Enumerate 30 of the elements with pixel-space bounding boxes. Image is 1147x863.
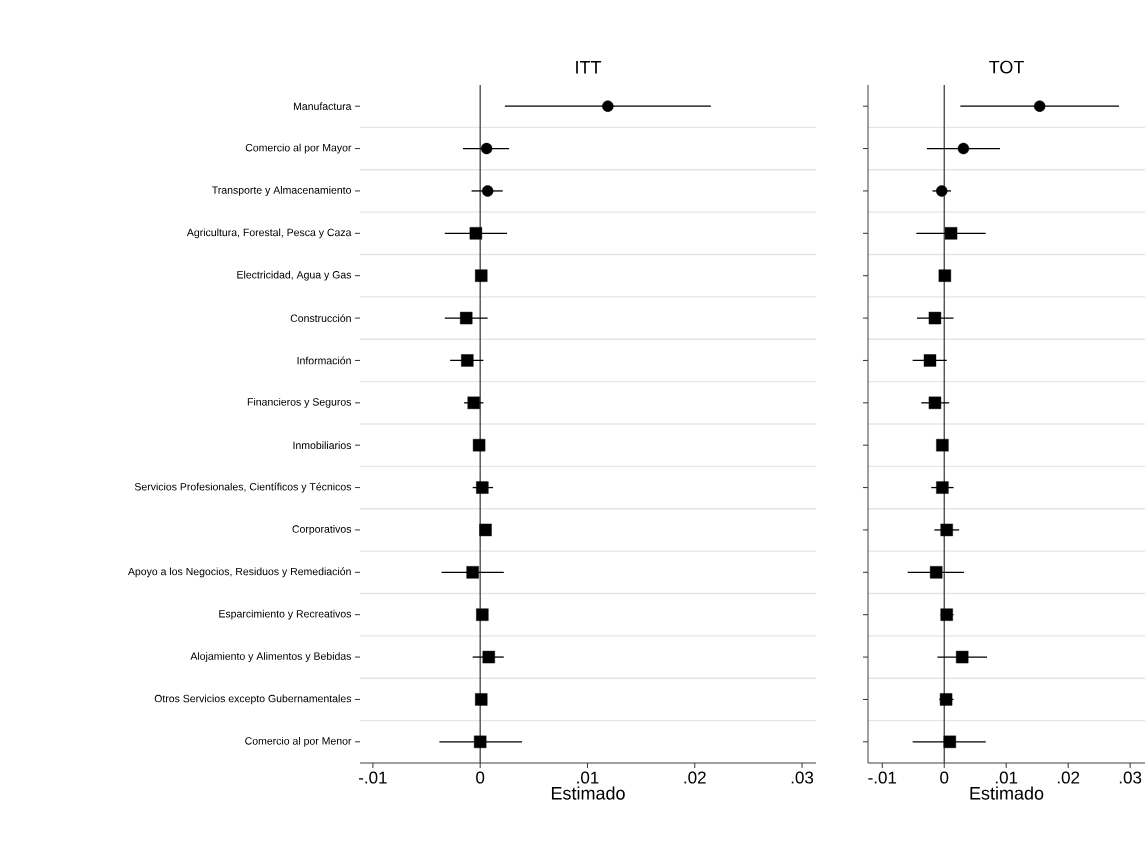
y-tick-label: Financieros y Seguros (247, 397, 352, 408)
y-tick-label: Otros Servicios excepto Gubernamentales (154, 694, 352, 705)
x-tick-label: 0 (940, 771, 949, 784)
x-axis-title: Estimado (551, 786, 625, 800)
y-tick-label: Construcción (290, 314, 351, 322)
x-tick-label: .03 (1119, 771, 1142, 784)
y-tick-label: Alojamiento y Alimentos y Bebidas (190, 652, 352, 662)
x-tick-label: .02 (1057, 771, 1080, 784)
y-tick-label: Transporte y Almacenamiento (212, 186, 351, 196)
y-tick-label: Esparcimiento y Recreativos (219, 609, 352, 620)
x-tick-label: -.01 (868, 771, 897, 784)
x-tick-label: 0 (476, 771, 485, 784)
x-tick-label: -.01 (358, 771, 387, 784)
chart-title: TOT (989, 60, 1024, 74)
chart-title: ITT (576, 61, 602, 74)
y-tick-label: Manufactura (293, 102, 352, 111)
y-tick-label: Información (297, 356, 351, 365)
y-tick-label: Apoyo a los Negocios, Residuos y Remediación (127, 567, 351, 578)
x-tick-label: .02 (684, 771, 706, 784)
x-axis-title: Estimado (970, 786, 1044, 800)
y-tick-label: Corporativos (292, 525, 352, 535)
y-tick-label: Comercio al por Mayor (245, 143, 352, 154)
x-tick-label: .01 (577, 771, 599, 784)
y-tick-label: Electricidad, Agua y Gas (237, 270, 352, 281)
x-tick-label: .01 (995, 771, 1018, 784)
y-tick-label: Comercio al por Menor (245, 736, 352, 747)
y-tick-label: Servicios Profesionales, Científicos y Técnicos (134, 482, 352, 493)
y-tick-label: Inmobiliarios (293, 441, 352, 450)
y-tick-label: Agricultura, Forestal, Pesca y Caza (186, 228, 352, 239)
x-tick-label: .03 (791, 771, 814, 784)
